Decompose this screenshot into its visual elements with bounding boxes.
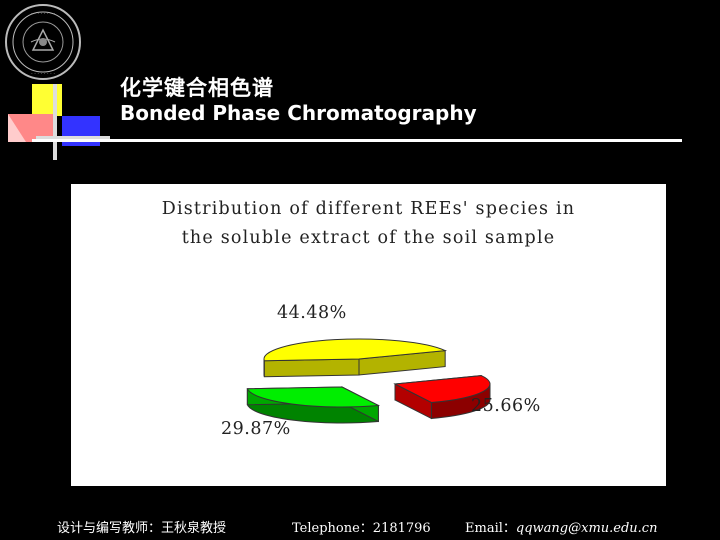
title-divider <box>32 139 682 142</box>
slice-label-1: 25.66% <box>471 396 541 416</box>
footer-telephone: Telephone：2181796 <box>292 521 431 536</box>
footer-designer: 设计与编写教师：王秋泉教授 <box>57 521 227 536</box>
university-seal-icon: · · · · · · · · · · · · · · · · <box>5 4 81 80</box>
slide-title-chinese: 化学键合相色谱 <box>120 75 274 100</box>
slide-title-english: Bonded Phase Chromatography <box>120 101 477 125</box>
pie-slice-1 <box>393 375 491 420</box>
pie-chart-svg <box>246 338 491 424</box>
colored-squares-decoration <box>8 84 110 160</box>
pie-slice-2 <box>246 386 381 424</box>
svg-text:· · · · · · · ·: · · · · · · · · <box>31 71 55 77</box>
chart-title-line1: Distribution of different REEs' species … <box>161 199 576 219</box>
slice-label-0: 44.48% <box>277 303 347 323</box>
svg-text:· · · · · · · ·: · · · · · · · · <box>31 11 55 17</box>
footer-email: Email：qqwang@xmu.edu.cn <box>465 517 657 536</box>
slice-label-2: 29.87% <box>221 419 291 439</box>
footer-email-address: qqwang@xmu.edu.cn <box>515 521 658 536</box>
pie-slice-0 <box>263 338 448 378</box>
chart-title-line2: the soluble extract of the soil sample <box>181 228 556 248</box>
footer-email-label: Email： <box>465 521 516 536</box>
pie-chart: Distribution of different REEs' species … <box>71 184 666 486</box>
